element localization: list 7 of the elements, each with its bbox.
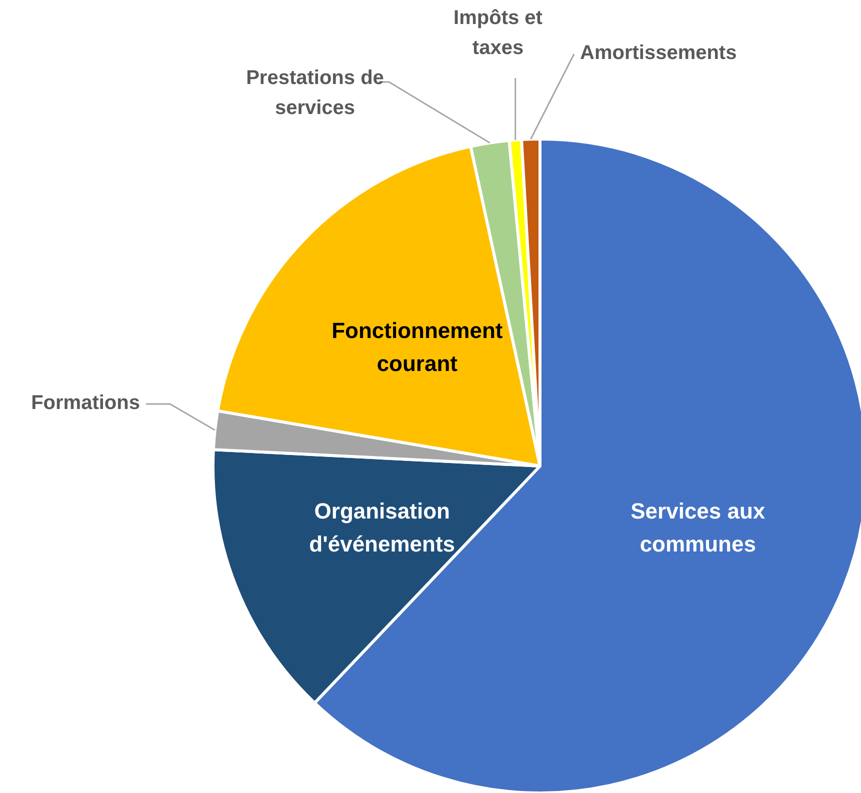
slice-label: Fonctionnement courant [332,318,504,376]
slice-label: Prestations de services [246,67,384,120]
slice-label: Impôts et taxes [454,7,543,60]
slice-label: Services aux communes [630,498,766,556]
slice-label: Amortissements [580,42,737,64]
slice-label: Organisation d'événements [309,498,456,556]
slice-label: Formations [31,392,140,414]
